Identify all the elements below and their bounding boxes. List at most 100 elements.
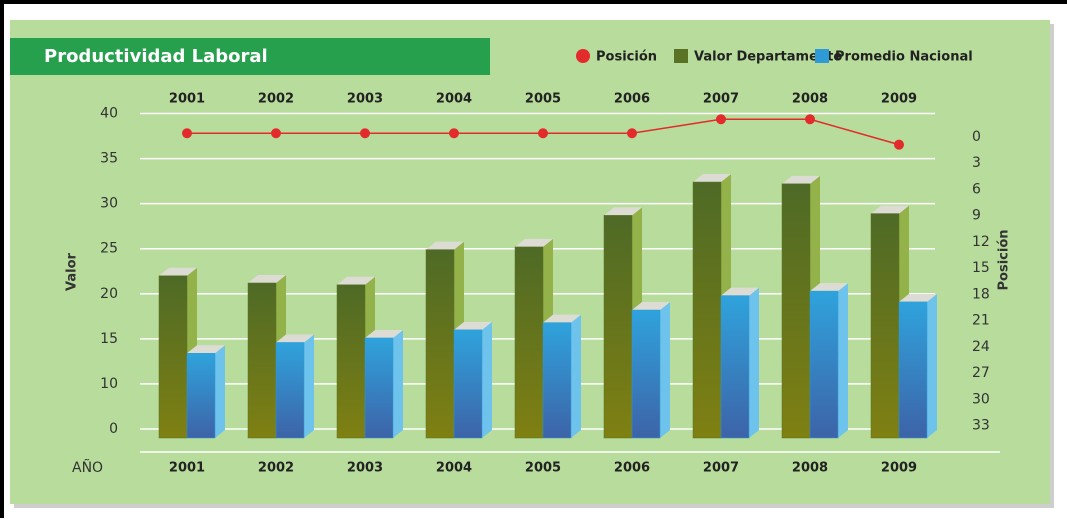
x-tick-label-top: 2005 xyxy=(525,92,561,107)
line-point xyxy=(271,128,281,139)
frame-top xyxy=(0,0,1067,4)
bar-top xyxy=(187,345,225,354)
line-point xyxy=(805,114,815,125)
bar xyxy=(186,353,216,439)
x-axis-label: AÑO xyxy=(72,459,103,476)
line-point xyxy=(182,128,192,139)
y2-tick-label: 27 xyxy=(972,365,990,381)
bar-top xyxy=(365,329,403,338)
legend-label: Valor Departamento xyxy=(694,50,842,65)
y-tick-label: 0 xyxy=(109,421,118,437)
x-tick-label-top: 2009 xyxy=(881,92,917,107)
line-point xyxy=(449,128,459,139)
bar-side xyxy=(749,287,759,438)
bar xyxy=(809,290,839,439)
x-tick-label: 2005 xyxy=(525,461,561,476)
bar xyxy=(692,181,722,439)
x-tick-label-top: 2003 xyxy=(347,92,383,107)
y-tick-label: 25 xyxy=(100,241,118,257)
y2-tick-label: 6 xyxy=(972,181,981,197)
x-tick-label-top: 2007 xyxy=(703,92,739,107)
x-tick-label-top: 2006 xyxy=(614,92,650,107)
y2-tick-label: 33 xyxy=(972,418,990,434)
bar-top xyxy=(782,175,820,184)
y-tick-label: 10 xyxy=(100,376,118,392)
line-point xyxy=(627,128,637,139)
bar-side xyxy=(215,345,225,438)
x-tick-label: 2008 xyxy=(792,461,828,476)
bar xyxy=(364,337,394,439)
y-tick-label: 15 xyxy=(100,331,118,347)
y-tick-label: 40 xyxy=(100,106,118,122)
legend-swatch xyxy=(576,49,590,63)
legend-swatch xyxy=(674,49,688,63)
y2-tick-label: 9 xyxy=(972,208,981,224)
bar-top xyxy=(276,334,314,343)
line-point xyxy=(360,128,370,139)
bar-side xyxy=(482,321,492,438)
bar xyxy=(158,275,188,439)
bar-top xyxy=(721,287,759,296)
frame-left xyxy=(0,0,4,518)
x-tick-label-top: 2004 xyxy=(436,92,472,107)
bar-top xyxy=(454,321,492,330)
legend-label: Posición xyxy=(596,50,657,65)
title-banner xyxy=(10,38,490,75)
x-tick-label: 2001 xyxy=(169,461,205,476)
y-tick-label: 20 xyxy=(100,286,118,302)
bar xyxy=(247,282,277,439)
y2-tick-label: 18 xyxy=(972,286,990,302)
x-tick-label: 2004 xyxy=(436,461,472,476)
bar-top xyxy=(632,302,670,311)
y-axis-label: Valor xyxy=(65,252,80,291)
bar-top xyxy=(604,207,642,216)
bar xyxy=(781,183,811,439)
bar xyxy=(425,249,455,439)
y2-tick-label: 15 xyxy=(972,260,990,276)
y-tick-label: 35 xyxy=(100,151,118,167)
bar-top xyxy=(543,314,581,323)
bar xyxy=(603,215,633,439)
bar-side xyxy=(838,283,848,438)
line-point xyxy=(894,139,904,150)
x-tick-label: 2009 xyxy=(881,461,917,476)
bar-top xyxy=(693,174,731,183)
y2-tick-label: 21 xyxy=(972,313,990,329)
line-point xyxy=(538,128,548,139)
x-tick-label-top: 2002 xyxy=(258,92,294,107)
bar xyxy=(542,322,572,439)
bar xyxy=(870,213,900,439)
bar-top xyxy=(871,205,909,214)
y2-tick-label: 0 xyxy=(972,129,981,145)
y2-tick-label: 3 xyxy=(972,155,981,171)
bar-side xyxy=(660,302,670,438)
bar-top xyxy=(899,293,937,302)
x-tick-label: 2006 xyxy=(614,461,650,476)
bar-top xyxy=(810,283,848,292)
y-tick-label: 30 xyxy=(100,196,118,212)
y2-tick-label: 12 xyxy=(972,234,990,250)
bar xyxy=(514,246,544,439)
y2-tick-label: 30 xyxy=(972,391,990,407)
x-tick-label: 2003 xyxy=(347,461,383,476)
bar-side xyxy=(393,329,403,438)
x-tick-label: 2007 xyxy=(703,461,739,476)
bar-top xyxy=(515,238,553,247)
x-tick-label-top: 2001 xyxy=(169,92,205,107)
x-tick-label-top: 2008 xyxy=(792,92,828,107)
bar xyxy=(453,329,483,439)
bar-side xyxy=(927,293,937,438)
chart-title: Productividad Laboral xyxy=(44,46,268,67)
bar-side xyxy=(571,314,581,438)
bar-side xyxy=(304,334,314,438)
bar xyxy=(720,295,750,439)
bar xyxy=(275,342,305,439)
bar xyxy=(898,301,928,439)
bar-top xyxy=(248,274,286,283)
line-point xyxy=(716,114,726,125)
bar xyxy=(631,309,661,439)
bar-top xyxy=(337,276,375,285)
bar-top xyxy=(426,241,464,250)
legend-swatch xyxy=(815,49,829,63)
